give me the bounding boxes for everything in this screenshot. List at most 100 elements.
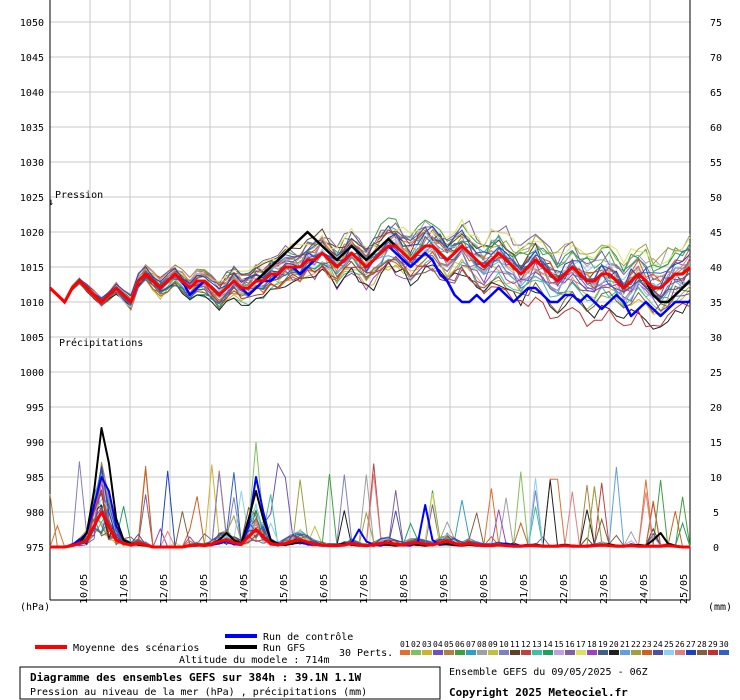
pert-number-label: 14 — [543, 640, 553, 649]
right-tick-label: 70 — [710, 53, 722, 64]
right-tick-label: 30 — [710, 333, 722, 344]
pert-pressure-line — [49, 218, 691, 305]
pert-number-label: 05 — [444, 640, 454, 649]
pert-number-label: 11 — [510, 640, 520, 649]
left-tick-label: 1005 — [20, 333, 44, 344]
pert-color-swatch — [565, 650, 575, 655]
pert-color-swatch — [488, 650, 498, 655]
pert-number-label: 22 — [631, 640, 641, 649]
pert-color-swatch — [532, 650, 542, 655]
pert-color-swatch — [521, 650, 531, 655]
pert-number-label: 28 — [697, 640, 707, 649]
pert-number-label: 20 — [609, 640, 619, 649]
legend-mean-label: Moyenne des scénarios — [73, 642, 199, 654]
x-tick-label: 13/05 — [199, 574, 210, 604]
pert-number-label: 08 — [477, 640, 487, 649]
pert-number-label: 26 — [675, 640, 685, 649]
right-tick-label: 55 — [710, 158, 722, 169]
pert-color-swatch — [422, 650, 432, 655]
x-tick-label: 18/05 — [399, 574, 410, 604]
pert-number-label: 17 — [576, 640, 586, 649]
left-tick-label: 1030 — [20, 158, 44, 169]
pert-number-label: 03 — [422, 640, 432, 649]
right-tick-label: 40 — [710, 263, 722, 274]
x-tick-label: 12/05 — [159, 574, 170, 604]
left-tick-label: 980 — [26, 508, 44, 519]
pert-pressure-line — [49, 230, 691, 302]
pert-color-swatch — [400, 650, 410, 655]
pert-color-swatch — [499, 650, 509, 655]
left-tick-label: 990 — [26, 438, 44, 449]
chart-subtitle: Pression au niveau de la mer (hPa) , pré… — [30, 686, 367, 698]
precip-section-label: Précipitations — [59, 337, 143, 349]
pert-number-label: 24 — [653, 640, 663, 649]
right-tick-label: 60 — [710, 123, 722, 134]
pert-color-swatch — [653, 650, 663, 655]
left-tick-label: 985 — [26, 473, 44, 484]
left-tick-label: 1040 — [20, 88, 44, 99]
x-tick-label: 19/05 — [439, 574, 450, 604]
pert-pressure-line — [49, 225, 691, 304]
pert-color-swatch — [609, 650, 619, 655]
pert-color-swatch — [554, 650, 564, 655]
pert-number-label: 13 — [532, 640, 542, 649]
left-tick-label: 1045 — [20, 53, 44, 64]
title-box — [19, 666, 441, 700]
pert-number-label: 01 — [400, 640, 410, 649]
run-info: Ensemble GEFS du 09/05/2025 - 06Z — [449, 667, 648, 678]
pert-number-label: 25 — [664, 640, 674, 649]
pressure-section-label: Pression — [55, 190, 103, 201]
left-tick-label: 1015 — [20, 263, 44, 274]
pert-pressure-line — [49, 258, 691, 314]
pert-pressure-line — [49, 258, 691, 315]
pert-number-label: 21 — [620, 640, 630, 649]
pert-color-swatch — [576, 650, 586, 655]
right-tick-label: 20 — [710, 403, 722, 414]
right-tick-label: 75 — [710, 18, 722, 29]
pert-number-label: 18 — [587, 640, 597, 649]
left-tick-label: 1000 — [20, 368, 44, 379]
pert-color-swatch — [444, 650, 454, 655]
pert-number-label: 19 — [598, 640, 608, 649]
altitude-label: Altitude du modele : 714m — [179, 655, 330, 666]
chart-title: Diagramme des ensembles GEFS sur 384h : … — [30, 671, 362, 684]
pert-number-label: 06 — [455, 640, 465, 649]
pert-color-swatch — [642, 650, 652, 655]
pert-pressure-line — [49, 224, 691, 305]
left-tick-label: 1025 — [20, 193, 44, 204]
pert-color-swatch — [686, 650, 696, 655]
pert-color-swatch — [411, 650, 421, 655]
pert-color-swatch — [664, 650, 674, 655]
pert-color-swatch — [433, 650, 443, 655]
legend-perts-label: 30 Perts. — [339, 648, 393, 659]
left-tick-label: 1020 — [20, 228, 44, 239]
x-tick-label: 23/05 — [599, 574, 610, 604]
pert-color-swatch — [598, 650, 608, 655]
x-tick-label: 16/05 — [319, 574, 330, 604]
right-axis-unit: (mm) — [708, 602, 732, 613]
legend-control-label: Run de contrôle — [263, 631, 353, 643]
mean-pressure-line — [48, 244, 692, 304]
pert-color-swatch — [620, 650, 630, 655]
pressure-arrow: ↓ — [48, 197, 54, 208]
pert-color-swatch — [477, 650, 487, 655]
left-tick-label: 1035 — [20, 123, 44, 134]
pert-number-label: 23 — [642, 640, 652, 649]
right-tick-label: 45 — [710, 228, 722, 239]
pert-color-swatch — [697, 650, 707, 655]
pert-number-label: 27 — [686, 640, 696, 649]
pert-number-label: 10 — [499, 640, 509, 649]
perturbation-legend: 01 02 03 04 05 06 07 08 09 10 11 12 13 14 15 16 17 18 19 20… — [400, 640, 729, 655]
x-tick-label: 24/05 — [639, 574, 650, 604]
pert-color-swatch — [631, 650, 641, 655]
pert-number-label: 12 — [521, 640, 531, 649]
right-tick-label: 25 — [710, 368, 722, 379]
pert-color-swatch — [455, 650, 465, 655]
pert-color-swatch — [510, 650, 520, 655]
x-tick-label: 20/05 — [479, 574, 490, 604]
main-series-lines — [48, 230, 692, 549]
x-tick-label: 25/05 — [679, 574, 690, 604]
pert-color-swatch — [708, 650, 718, 655]
left-axis-unit: (hPa) — [20, 602, 50, 613]
